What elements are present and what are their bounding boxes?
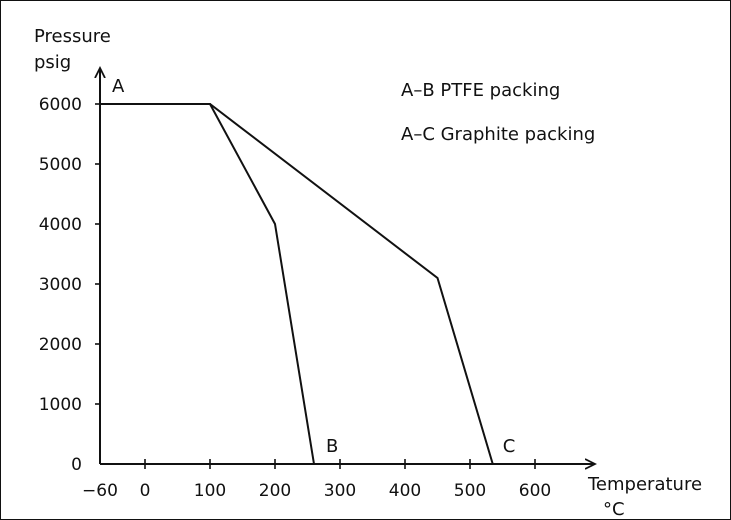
y-axis-unit: psig: [34, 52, 71, 73]
x-axis-label: Temperature: [587, 474, 702, 495]
x-tick-label: 100: [194, 481, 226, 501]
x-tick-label: 200: [259, 481, 291, 501]
x-tick-label: 600: [519, 481, 551, 501]
y-tick-label: 2000: [39, 335, 82, 355]
y-tick-label: 0: [71, 455, 82, 475]
x-tick-label: 400: [389, 481, 421, 501]
x-tick-label: −60: [82, 481, 118, 501]
x-axis-unit: °C: [603, 499, 625, 520]
y-axis-label: Pressure: [34, 26, 111, 47]
series-line-graphite: [100, 103, 494, 465]
y-tick-label: 4000: [39, 215, 82, 235]
axis-ticks: −60 0 100 200 300 400 500 600010002000300040005…: [39, 95, 551, 501]
point-label-c: C: [503, 436, 516, 457]
x-tick-label: 300: [324, 481, 356, 501]
y-tick-label: 5000: [39, 155, 82, 175]
point-labels: A B C: [112, 76, 515, 457]
y-tick-label: 1000: [39, 395, 82, 415]
y-tick-label: 3000: [39, 275, 82, 295]
point-label-b: B: [326, 436, 338, 457]
legend-entry-ptfe: A–B PTFE packing: [401, 80, 560, 101]
series-layer: [100, 103, 494, 465]
x-tick-label: 0: [140, 481, 151, 501]
legend-entry-graphite: A–C Graphite packing: [401, 124, 595, 145]
y-tick-label: 6000: [39, 95, 82, 115]
x-tick-label: 500: [454, 481, 486, 501]
point-label-a: A: [112, 76, 125, 97]
